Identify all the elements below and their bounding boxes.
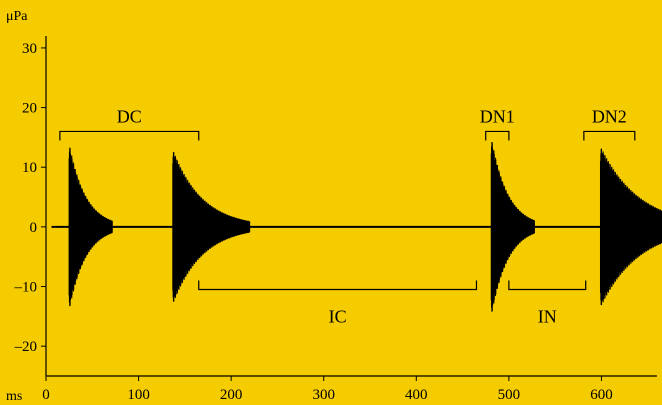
bracket-in: IN xyxy=(508,280,587,327)
bracket-line xyxy=(485,130,510,141)
y-tick-label: 20 xyxy=(22,101,37,117)
y-tick-label: 30 xyxy=(22,41,37,57)
bracket-dc: DC xyxy=(59,106,200,141)
bracket-ic: IC xyxy=(198,280,478,327)
burst-2 xyxy=(172,152,251,302)
x-tick-label: 500 xyxy=(498,387,521,403)
bracket-label: DC xyxy=(117,106,142,126)
burst-4-envelope xyxy=(599,148,662,306)
bracket-label: IC xyxy=(329,307,347,327)
bracket-dn2: DN2 xyxy=(583,106,636,141)
y-axis-unit-label: μPa xyxy=(6,9,28,24)
y-tick-label: –10 xyxy=(14,280,38,296)
annotations: DC IC DN1 IN DN2 xyxy=(59,106,636,327)
burst-1-envelope xyxy=(68,147,113,307)
x-axis-unit-label: ms xyxy=(6,389,22,404)
bracket-line xyxy=(59,130,200,141)
x-tick-label: 200 xyxy=(220,387,243,403)
y-tick-label: –20 xyxy=(14,339,38,355)
burst-3 xyxy=(490,142,535,312)
bracket-label: DN1 xyxy=(480,106,515,126)
bracket-dn1: DN1 xyxy=(480,106,515,141)
burst-2-envelope xyxy=(172,152,251,302)
burst-1 xyxy=(68,147,113,307)
bracket-label: IN xyxy=(538,307,557,327)
x-tick-label: 0 xyxy=(42,387,50,403)
x-tick-label: 300 xyxy=(312,387,335,403)
burst-3-envelope xyxy=(490,142,535,312)
bracket-line xyxy=(583,130,636,141)
y-tick-label: 10 xyxy=(22,160,37,176)
burst-4 xyxy=(599,148,662,306)
bracket-label: DN2 xyxy=(592,106,627,126)
x-tick-label: 400 xyxy=(405,387,428,403)
y-tick-label: 0 xyxy=(30,220,38,236)
x-tick-label: 100 xyxy=(127,387,150,403)
bracket-line xyxy=(198,280,478,291)
x-tick-label: 600 xyxy=(590,387,613,403)
bracket-line xyxy=(508,280,587,291)
waveform-trace xyxy=(51,142,662,312)
